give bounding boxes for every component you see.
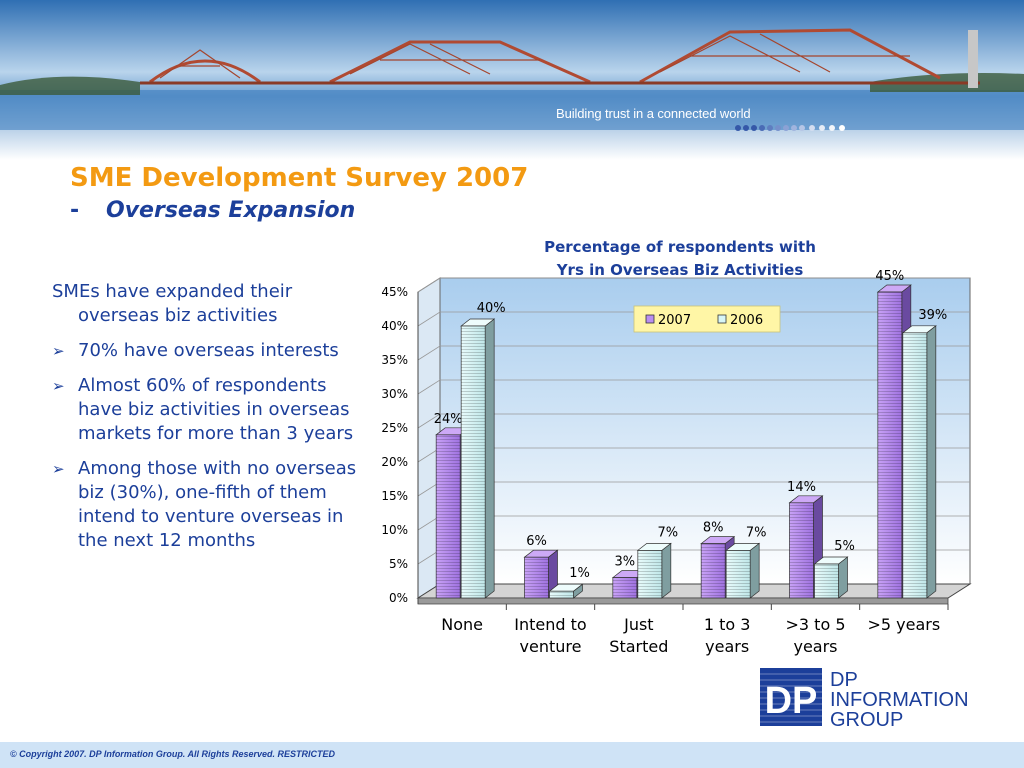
- y-tick-label: 30%: [381, 387, 408, 401]
- x-tick-label: >5 years: [867, 615, 940, 634]
- x-tick-label: None: [441, 615, 483, 634]
- arrow-bullet-icon: ➢: [52, 460, 65, 478]
- x-tick-label: venture: [520, 637, 582, 656]
- banner-tagline-text: Building trust in a connected world: [556, 106, 751, 121]
- data-label: 7%: [658, 525, 679, 540]
- page-subtitle: - Overseas Expansion: [70, 198, 355, 223]
- bar-texture: [789, 502, 814, 598]
- logo-line: DP: [830, 669, 858, 691]
- y-tick-label: 20%: [381, 455, 408, 469]
- legend-label: 2007: [658, 313, 691, 328]
- y-tick-label: 45%: [381, 285, 408, 299]
- y-tick-label: 40%: [381, 319, 408, 333]
- chart-title: Yrs in Overseas Biz Activities: [556, 261, 804, 279]
- banner-dots: [735, 125, 845, 131]
- chart-title: Percentage of respondents with: [544, 238, 816, 256]
- gridline: [417, 413, 970, 429]
- y-tick-label: 0%: [389, 591, 408, 605]
- bar-side: [749, 542, 760, 599]
- gridline: [417, 345, 970, 361]
- bullet-list: SMEs have expanded their overseas biz ac…: [52, 280, 374, 564]
- bar-texture: [814, 564, 839, 598]
- banner-bridge-image: [0, 0, 1024, 160]
- subtitle-dash: -: [70, 198, 80, 223]
- bullet-item-text: Among those with no overseas biz (30%), …: [78, 458, 357, 551]
- y-tick-label: 25%: [381, 421, 408, 435]
- bullet-item-text: Almost 60% of respondents have biz activ…: [78, 375, 354, 444]
- x-tick-label: 1 to 3: [704, 615, 751, 634]
- bar-side: [926, 325, 937, 599]
- x-tick-label: Intend to: [514, 615, 586, 634]
- data-label: 5%: [834, 539, 855, 554]
- bar-texture: [524, 557, 549, 598]
- bullet-item: ➢ Almost 60% of respondents have biz acti…: [52, 374, 374, 446]
- y-tick-label: 10%: [381, 523, 408, 537]
- x-tick-label: >3 to 5: [786, 615, 846, 634]
- bar-texture: [461, 326, 486, 598]
- bullet-item: ➢ Among those with no overseas biz (30%),…: [52, 457, 374, 553]
- bar-texture: [637, 550, 662, 598]
- data-label: 3%: [615, 555, 636, 570]
- logo-mark: DP: [765, 680, 818, 722]
- bar-texture: [902, 332, 927, 598]
- copyright-text: © Copyright 2007. DP Information Group. …: [10, 749, 336, 759]
- data-label: 45%: [875, 269, 904, 284]
- legend-box: [633, 305, 781, 333]
- gridline: [417, 379, 970, 395]
- data-label: 1%: [569, 566, 590, 581]
- data-label: 24%: [434, 412, 463, 427]
- bullet-item-text: 70% have overseas interests: [78, 340, 339, 361]
- x-tick-label: Just: [623, 615, 653, 634]
- y-tick-label: 15%: [381, 489, 408, 503]
- x-tick-label: Started: [609, 637, 668, 656]
- x-tick-label: years: [705, 637, 749, 656]
- bar-chart: Percentage of respondents with Yrs in Ove…: [381, 238, 972, 656]
- arrow-bullet-icon: ➢: [52, 377, 65, 395]
- dp-logo: DP DP INFORMATION GROUP: [760, 668, 969, 728]
- footer-bar: © Copyright 2007. DP Information Group. …: [0, 742, 1024, 768]
- arrow-bullet-icon: ➢: [52, 342, 65, 360]
- data-label: 40%: [477, 301, 506, 316]
- subtitle-text: Overseas Expansion: [106, 198, 356, 223]
- bar-side: [484, 318, 495, 599]
- bar-texture: [701, 543, 726, 598]
- legend-label: 2006: [730, 313, 763, 328]
- bullet-lead: SMEs have expanded their overseas biz ac…: [52, 281, 293, 326]
- legend-swatch: [717, 314, 727, 324]
- bullet-item: ➢ 70% have overseas interests: [52, 339, 374, 363]
- bar-texture: [612, 577, 637, 598]
- chart-floor-edge: [417, 597, 949, 605]
- data-label: 7%: [746, 525, 767, 540]
- bar-side: [661, 542, 672, 599]
- data-label: 14%: [787, 480, 816, 495]
- gridline: [417, 277, 970, 293]
- bar-texture: [726, 550, 751, 598]
- y-tick-label: 5%: [389, 557, 408, 571]
- bar-texture: [549, 591, 574, 598]
- data-label: 8%: [703, 521, 724, 536]
- legend-swatch: [645, 314, 655, 324]
- data-label: 39%: [918, 308, 947, 323]
- data-label: 6%: [526, 534, 547, 549]
- bar-texture: [436, 434, 461, 598]
- logo-line: GROUP: [830, 709, 903, 728]
- x-tick-label: years: [793, 637, 837, 656]
- page-title: SME Development Survey 2007: [70, 163, 529, 193]
- gridline: [417, 311, 970, 327]
- bar-texture: [877, 292, 902, 598]
- logo-line: INFORMATION: [830, 689, 969, 711]
- y-tick-label: 35%: [381, 353, 408, 367]
